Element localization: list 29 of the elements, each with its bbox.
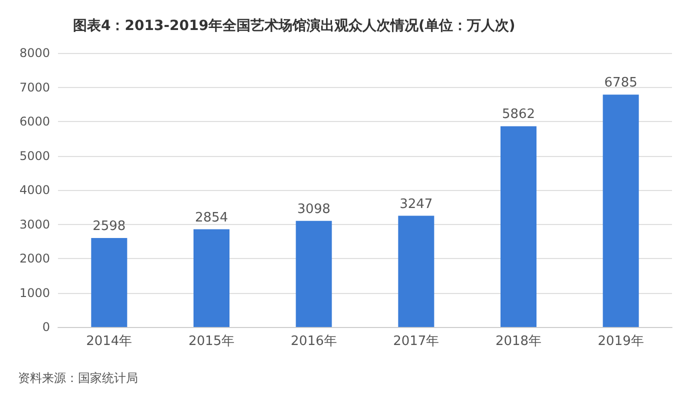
- y-tick-label: 6000: [19, 114, 50, 128]
- x-tick-label: 2014年: [86, 334, 132, 349]
- x-tick-label: 2018年: [495, 334, 542, 349]
- y-tick-label: 3000: [19, 217, 50, 232]
- y-tick-label: 8000: [19, 46, 50, 60]
- x-tick-label: 2015年: [188, 334, 235, 349]
- bar: [500, 126, 536, 327]
- bar: [194, 229, 230, 327]
- y-tick-label: 5000: [19, 148, 50, 163]
- x-tick-label: 2019年: [598, 334, 644, 349]
- bar: [602, 94, 639, 327]
- data-label: 3098: [297, 202, 330, 217]
- data-label: 6785: [604, 76, 638, 91]
- y-tick-label: 0: [42, 320, 50, 334]
- data-label: 5862: [502, 107, 536, 122]
- bar: [91, 238, 128, 327]
- data-label: 2854: [194, 210, 228, 226]
- bar: [398, 216, 434, 327]
- data-label: 2598: [92, 219, 126, 234]
- x-tick-label: 2016年: [290, 334, 337, 349]
- y-tick-label: 7000: [19, 80, 50, 94]
- bar: [296, 220, 332, 327]
- text: 资料来源：国家统计局: [18, 371, 138, 385]
- y-tick-label: 4000: [19, 183, 50, 197]
- x-tick-label: 2017年: [393, 334, 440, 349]
- y-tick-label: 1000: [19, 286, 50, 300]
- y-tick-label: 2000: [19, 252, 50, 266]
- chart-title: 图表4：2013-2019年全国艺术场馆演出观众人次情况(单位：万人次): [73, 17, 516, 34]
- data-label: 3247: [400, 196, 433, 212]
